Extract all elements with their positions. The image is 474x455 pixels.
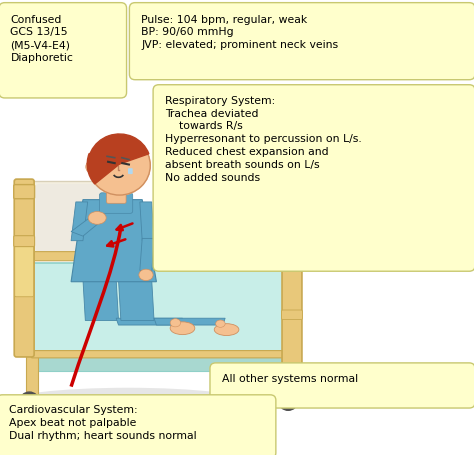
- Text: Cardiovascular System:
Apex beat not palpable
Dual rhythm; heart sounds normal: Cardiovascular System: Apex beat not pal…: [9, 404, 196, 440]
- Ellipse shape: [88, 212, 106, 225]
- Ellipse shape: [216, 320, 225, 328]
- Circle shape: [20, 392, 39, 410]
- Text: Confused
GCS 13/15
(M5-V4-E4)
Diaphoretic: Confused GCS 13/15 (M5-V4-E4) Diaphoreti…: [10, 15, 73, 63]
- FancyBboxPatch shape: [141, 252, 285, 261]
- Polygon shape: [33, 182, 114, 255]
- Polygon shape: [71, 200, 156, 282]
- Polygon shape: [28, 264, 294, 355]
- Polygon shape: [116, 318, 182, 325]
- FancyBboxPatch shape: [36, 184, 109, 253]
- FancyBboxPatch shape: [100, 193, 133, 214]
- Wedge shape: [88, 135, 149, 175]
- Polygon shape: [83, 280, 118, 321]
- FancyBboxPatch shape: [282, 253, 302, 265]
- Circle shape: [24, 396, 35, 406]
- Polygon shape: [71, 216, 100, 237]
- Circle shape: [27, 399, 31, 403]
- FancyBboxPatch shape: [210, 363, 474, 408]
- Circle shape: [287, 378, 301, 391]
- FancyBboxPatch shape: [15, 242, 34, 297]
- Circle shape: [286, 399, 290, 403]
- Ellipse shape: [214, 324, 239, 336]
- FancyBboxPatch shape: [26, 355, 38, 396]
- FancyBboxPatch shape: [129, 4, 474, 81]
- Ellipse shape: [139, 269, 153, 281]
- FancyBboxPatch shape: [128, 169, 133, 175]
- FancyBboxPatch shape: [0, 395, 276, 455]
- FancyBboxPatch shape: [282, 355, 294, 396]
- FancyBboxPatch shape: [31, 252, 123, 261]
- Circle shape: [283, 396, 293, 406]
- Text: Respiratory System:
Trachea deviated
    towards R/s
Hyperresonant to percussion: Respiratory System: Trachea deviated tow…: [165, 96, 362, 182]
- Polygon shape: [140, 239, 154, 273]
- Text: Pulse: 104 bpm, regular, weak
BP: 90/60 mmHg
JVP: elevated; prominent neck veins: Pulse: 104 bpm, regular, weak BP: 90/60 …: [141, 15, 338, 50]
- Ellipse shape: [86, 162, 94, 173]
- FancyBboxPatch shape: [31, 351, 287, 358]
- FancyBboxPatch shape: [107, 183, 126, 204]
- Ellipse shape: [170, 322, 195, 335]
- Polygon shape: [140, 202, 154, 241]
- Polygon shape: [28, 355, 294, 371]
- FancyBboxPatch shape: [14, 180, 34, 357]
- Polygon shape: [71, 202, 88, 241]
- FancyBboxPatch shape: [282, 253, 302, 373]
- Polygon shape: [118, 280, 154, 321]
- Polygon shape: [154, 318, 225, 325]
- Circle shape: [89, 136, 150, 196]
- FancyBboxPatch shape: [14, 236, 35, 247]
- FancyBboxPatch shape: [282, 310, 302, 320]
- FancyBboxPatch shape: [14, 185, 35, 199]
- Ellipse shape: [5, 388, 251, 418]
- Ellipse shape: [170, 319, 181, 327]
- Circle shape: [279, 392, 298, 410]
- FancyBboxPatch shape: [153, 86, 474, 272]
- Wedge shape: [87, 154, 119, 185]
- FancyBboxPatch shape: [0, 4, 127, 99]
- Text: All other systems normal: All other systems normal: [222, 373, 358, 383]
